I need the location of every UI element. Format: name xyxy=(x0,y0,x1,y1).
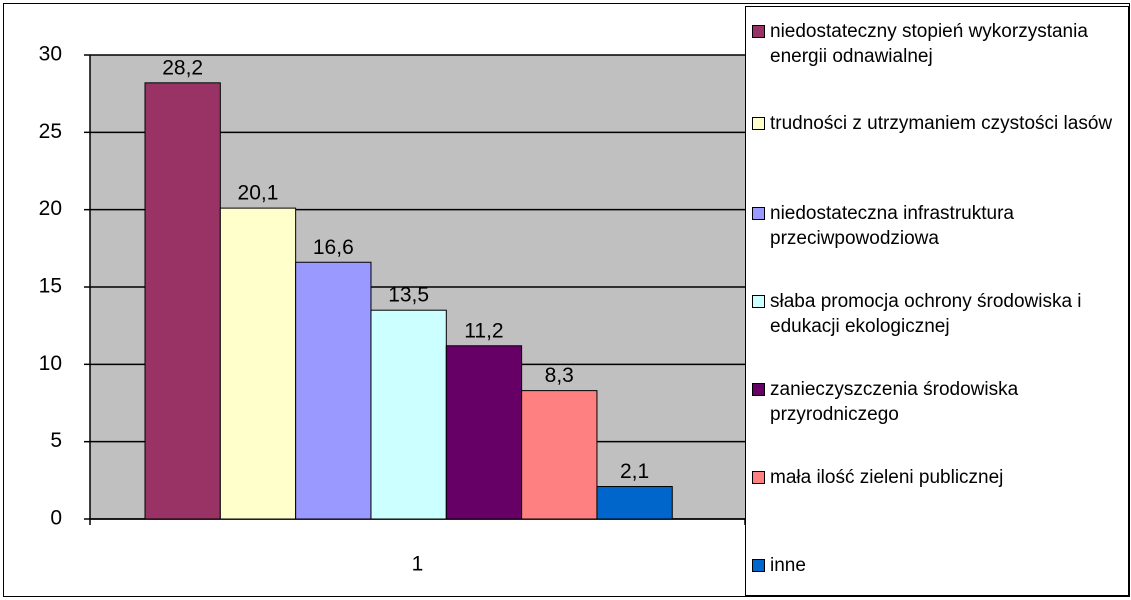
legend-label: trudności z utrzymaniem czystości lasów xyxy=(770,113,1113,134)
legend-entry: trudności z utrzymaniem czystości lasów xyxy=(752,111,1122,136)
legend-entry: zanieczyszczenia środowiska przyrodnicze… xyxy=(752,377,1122,427)
legend-label: niedostateczna infrastruktura przeciwpow… xyxy=(770,203,1014,249)
y-tick-label: 15 xyxy=(39,275,62,298)
legend-label: mała ilość zieleni publicznej xyxy=(770,467,1004,488)
legend-entry: słaba promocja ochrony środowiska i eduk… xyxy=(752,289,1122,339)
legend-swatch xyxy=(752,207,765,220)
legend-entry: niedostateczna infrastruktura przeciwpow… xyxy=(752,201,1122,251)
value-label: 2,1 xyxy=(620,460,649,483)
value-label: 20,1 xyxy=(238,182,279,205)
bar xyxy=(445,345,523,520)
legend-entry: inne xyxy=(752,553,1122,578)
bar xyxy=(144,82,221,520)
y-tick-label: 0 xyxy=(50,507,62,530)
bar xyxy=(521,390,598,520)
y-tick-label: 25 xyxy=(39,120,62,143)
bar xyxy=(219,207,297,520)
value-label: 13,5 xyxy=(388,284,429,307)
value-label: 16,6 xyxy=(313,236,354,259)
legend-entry: mała ilość zieleni publicznej xyxy=(752,465,1122,490)
y-tick-label: 30 xyxy=(39,43,62,66)
y-tick-label: 5 xyxy=(50,429,62,452)
legend-swatch xyxy=(752,25,765,38)
bar xyxy=(295,261,372,520)
value-label: 28,2 xyxy=(162,56,203,79)
bar xyxy=(370,309,447,520)
legend-swatch xyxy=(752,559,765,572)
legend-swatch xyxy=(752,295,765,308)
value-label: 8,3 xyxy=(545,364,574,387)
legend-swatch xyxy=(752,471,765,484)
legend-swatch xyxy=(752,383,765,396)
legend: niedostateczny stopień wykorzystania ene… xyxy=(745,6,1129,596)
y-tick-label: 20 xyxy=(39,197,62,220)
legend-label: zanieczyszczenia środowiska przyrodnicze… xyxy=(770,379,1019,425)
legend-swatch xyxy=(752,117,765,130)
bar xyxy=(596,486,673,520)
legend-entry: niedostateczny stopień wykorzystania ene… xyxy=(752,19,1122,69)
legend-label: inne xyxy=(770,555,806,576)
legend-label: słaba promocja ochrony środowiska i eduk… xyxy=(770,291,1082,337)
x-tick-label: 1 xyxy=(412,553,424,576)
value-label: 11,2 xyxy=(464,319,503,342)
legend-label: niedostateczny stopień wykorzystania ene… xyxy=(770,21,1088,67)
y-tick-label: 10 xyxy=(39,352,62,375)
